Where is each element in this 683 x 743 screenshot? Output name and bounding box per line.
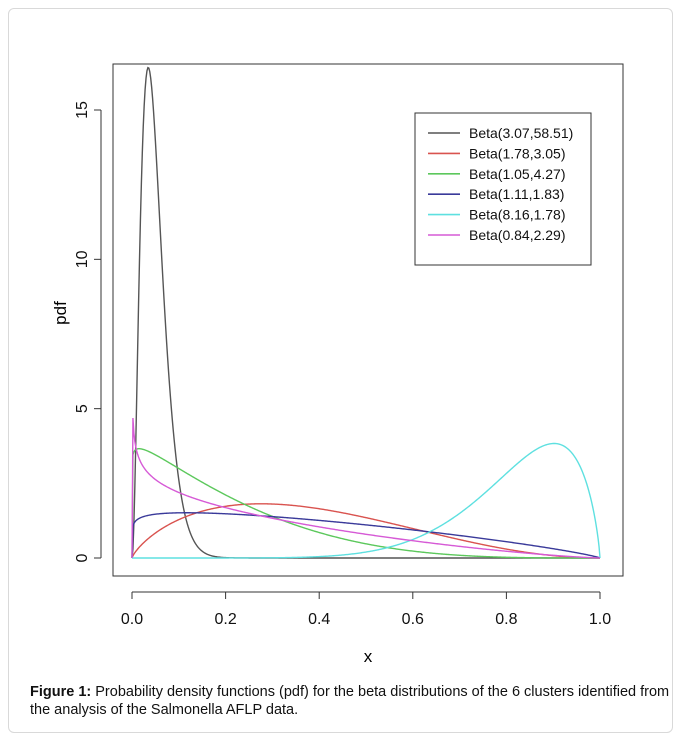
legend-label-5: Beta(8.16,1.78): [469, 207, 566, 223]
x-tick-label: 0.2: [214, 611, 236, 628]
y-tick-label: 10: [74, 250, 91, 268]
series-line-6: [131, 417, 601, 559]
legend-label-4: Beta(1.11,1.83): [469, 186, 564, 202]
y-tick-label: 0: [74, 553, 91, 562]
caption-text: Probability density functions (pdf) for …: [30, 684, 670, 718]
beta-pdf-chart: 0.0 0.2 0.4 0.6 0.8 1.0 0 5 10 15 x pdf Beta(3.07…: [51, 63, 624, 666]
x-tick-label: 0.8: [495, 611, 517, 628]
legend-label-6: Beta(0.84,2.29): [469, 227, 566, 243]
y-tick-label: 5: [74, 404, 91, 413]
x-tick-label: 0.6: [402, 611, 424, 628]
legend-label-2: Beta(1.78,3.05): [469, 145, 566, 161]
caption-label: Figure 1:: [30, 684, 92, 700]
x-tick-label: 0.4: [308, 611, 330, 628]
series-line-5: [132, 442, 601, 559]
series-line-3: [131, 447, 600, 559]
axes-layer: 0.0 0.2 0.4 0.6 0.8 1.0 0 5 10 15: [74, 101, 611, 628]
x-tick-label: 0.0: [121, 611, 143, 628]
y-axis-label: pdf: [51, 301, 70, 325]
y-tick-label: 15: [74, 101, 91, 119]
x-axis-label: x: [364, 647, 373, 666]
figure-caption: Figure 1: Probability density functions …: [30, 683, 670, 719]
plot-box: [112, 63, 624, 577]
legend-label-3: Beta(1.05,4.27): [469, 166, 566, 182]
legend-label-1: Beta(3.07,58.51): [469, 125, 573, 141]
figure-frame: [8, 8, 673, 733]
legend: Beta(3.07,58.51) Beta(1.78,3.05) Beta(1.05…: [414, 112, 592, 266]
series-line-4: [131, 512, 601, 559]
curves-layer: [131, 66, 601, 559]
legend-box: [414, 112, 592, 266]
x-tick-label: 1.0: [589, 611, 611, 628]
series-line-2: [131, 503, 600, 559]
